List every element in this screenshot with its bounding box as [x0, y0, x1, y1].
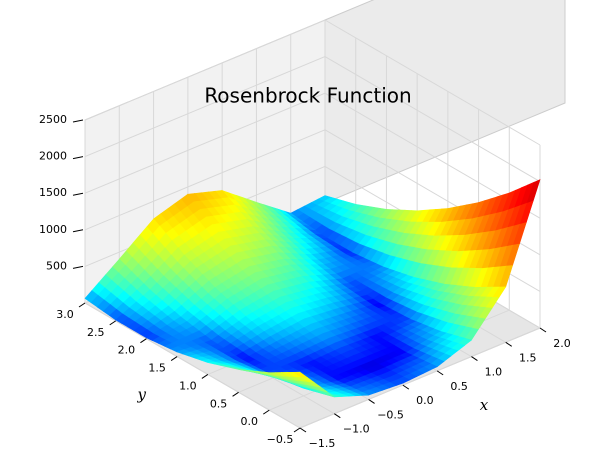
x-axis-label: x [480, 396, 489, 414]
surface-patch [292, 371, 308, 378]
x-tick-label: 1.0 [485, 366, 503, 379]
z-tick-label: 2000 [39, 150, 67, 163]
y-tick [201, 374, 209, 379]
y-tick [263, 409, 270, 415]
y-tick [232, 391, 239, 397]
x-tick-label: 0.5 [450, 380, 468, 393]
y-tick-label: −0.5 [267, 433, 294, 446]
y-tick [140, 338, 147, 344]
y-tick-label: 3.0 [56, 308, 74, 321]
y-tick-label: 0.5 [210, 397, 228, 410]
x-tick-label: −1.0 [343, 423, 370, 436]
y-tick-label: 2.0 [118, 344, 136, 357]
z-tick [72, 229, 84, 233]
grid-line [84, 56, 541, 183]
y-tick [109, 320, 116, 326]
z-tick-label: 500 [46, 259, 67, 272]
x-tick [368, 399, 375, 404]
x-tick [402, 384, 410, 390]
z-tick-label: 2500 [39, 113, 67, 126]
x-tick [471, 356, 478, 361]
y-tick-label: 0.0 [241, 415, 259, 428]
x-tick [539, 327, 547, 333]
y-tick-label: 1.5 [148, 362, 166, 375]
y-tick-label: 2.5 [87, 326, 105, 339]
grid-line [84, 19, 541, 146]
y-tick [170, 356, 178, 361]
z-tick [72, 156, 84, 160]
x-tick [334, 413, 341, 419]
x-tick [299, 427, 307, 433]
x-tick-label: −1.5 [309, 437, 336, 450]
z-tick [72, 119, 84, 123]
z-tick-label: 1000 [39, 223, 67, 236]
y-tick-label: 1.0 [179, 379, 197, 392]
chart-title: Rosenbrock Function [204, 84, 411, 108]
y-tick [78, 302, 86, 308]
grid-line [84, 92, 541, 219]
x-tick-label: 1.5 [519, 351, 537, 364]
x-tick-label: −0.5 [377, 408, 404, 421]
x-tick-label: 2.0 [553, 337, 571, 350]
x-tick [436, 370, 444, 376]
x-tick [505, 341, 512, 347]
x-tick-label: 0.0 [416, 394, 434, 407]
surface [84, 179, 541, 398]
z-tick [72, 265, 84, 269]
z-tick [72, 192, 84, 196]
y-tick [293, 427, 301, 433]
y-axis-label: y [137, 385, 147, 403]
z-tick-label: 1500 [39, 186, 67, 199]
